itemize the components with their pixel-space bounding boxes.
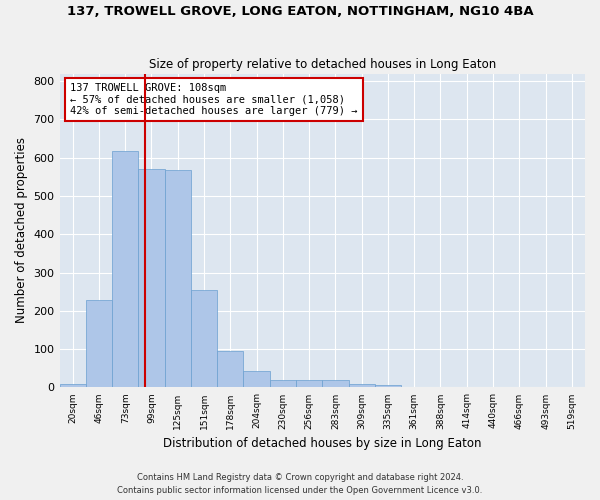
Bar xyxy=(296,380,322,388)
Bar xyxy=(349,384,375,388)
Text: Contains HM Land Registry data © Crown copyright and database right 2024.
Contai: Contains HM Land Registry data © Crown c… xyxy=(118,474,482,495)
Bar xyxy=(191,290,217,388)
X-axis label: Distribution of detached houses by size in Long Eaton: Distribution of detached houses by size … xyxy=(163,437,482,450)
Bar xyxy=(139,169,164,388)
Text: 137 TROWELL GROVE: 108sqm
← 57% of detached houses are smaller (1,058)
42% of se: 137 TROWELL GROVE: 108sqm ← 57% of detac… xyxy=(70,83,358,116)
Bar xyxy=(86,300,112,388)
Bar xyxy=(59,384,86,388)
Bar xyxy=(164,170,191,388)
Bar xyxy=(244,370,270,388)
Bar xyxy=(322,380,349,388)
Y-axis label: Number of detached properties: Number of detached properties xyxy=(15,138,28,324)
Bar xyxy=(112,152,139,388)
Text: 137, TROWELL GROVE, LONG EATON, NOTTINGHAM, NG10 4BA: 137, TROWELL GROVE, LONG EATON, NOTTINGH… xyxy=(67,5,533,18)
Bar xyxy=(217,350,244,388)
Title: Size of property relative to detached houses in Long Eaton: Size of property relative to detached ho… xyxy=(149,58,496,71)
Bar xyxy=(375,385,401,388)
Bar xyxy=(270,380,296,388)
